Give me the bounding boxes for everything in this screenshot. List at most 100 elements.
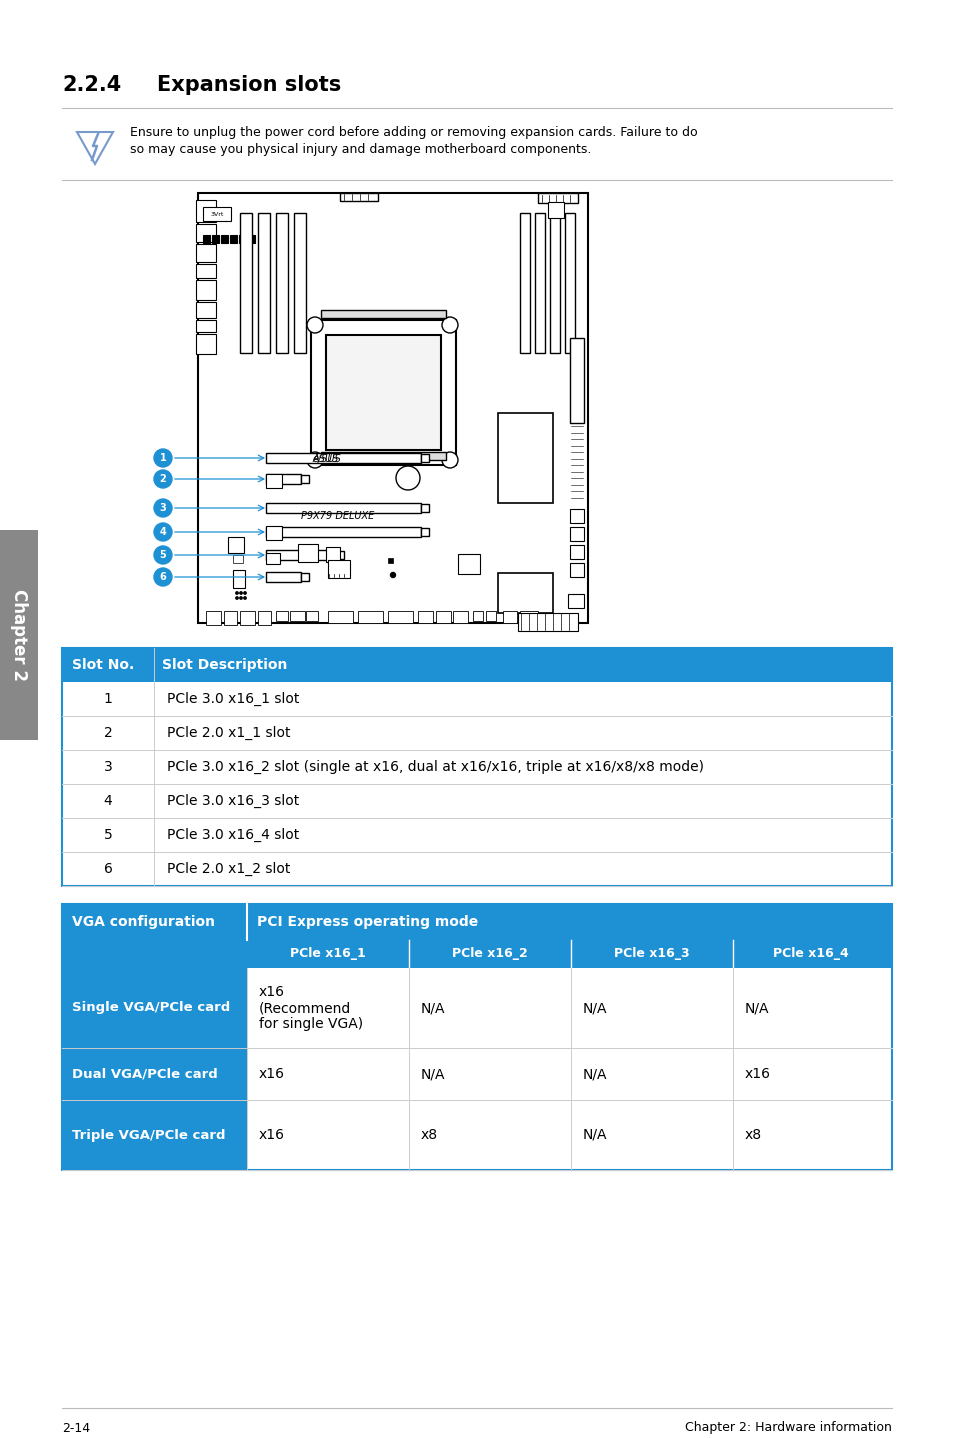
- Text: Slot No.: Slot No.: [71, 659, 134, 672]
- Text: é/SUS: é/SUS: [313, 454, 341, 464]
- Text: 3: 3: [159, 503, 166, 513]
- Bar: [306, 611, 317, 621]
- Bar: [357, 611, 382, 623]
- Bar: [420, 528, 429, 536]
- Bar: [239, 234, 246, 243]
- Text: N/A: N/A: [420, 1001, 445, 1015]
- Text: 4: 4: [104, 794, 112, 808]
- Text: Chapter 2: Chapter 2: [10, 590, 28, 682]
- Bar: [453, 611, 468, 623]
- Bar: [519, 213, 530, 352]
- Text: Ensure to unplug the power cord before adding or removing expansion cards. Failu: Ensure to unplug the power cord before a…: [130, 127, 697, 139]
- Text: ASUS: ASUS: [313, 454, 339, 464]
- Text: PCle 3.0 x16_1 slot: PCle 3.0 x16_1 slot: [167, 692, 299, 706]
- Circle shape: [153, 546, 172, 564]
- Text: PCle 2.0 x1_2 slot: PCle 2.0 x1_2 slot: [167, 861, 290, 876]
- Bar: [195, 224, 215, 242]
- Bar: [221, 234, 228, 243]
- Bar: [195, 200, 215, 221]
- Bar: [266, 503, 420, 513]
- Bar: [326, 335, 440, 450]
- Bar: [266, 526, 282, 541]
- Bar: [320, 311, 446, 318]
- Bar: [240, 611, 254, 626]
- Text: PCI Express operating mode: PCI Express operating mode: [256, 915, 477, 929]
- Text: Expansion slots: Expansion slots: [157, 75, 341, 95]
- Bar: [62, 1100, 247, 1171]
- Bar: [275, 213, 288, 352]
- Text: N/A: N/A: [744, 1001, 769, 1015]
- Bar: [266, 475, 301, 485]
- Text: 5: 5: [159, 549, 166, 559]
- Bar: [417, 611, 433, 623]
- Bar: [62, 784, 891, 818]
- Text: Slot Description: Slot Description: [162, 659, 287, 672]
- Bar: [497, 572, 553, 613]
- Text: x16: x16: [258, 1127, 285, 1142]
- Bar: [195, 302, 215, 318]
- Bar: [240, 213, 252, 352]
- Bar: [266, 526, 420, 536]
- Bar: [62, 940, 891, 968]
- Circle shape: [153, 470, 172, 487]
- Text: 2: 2: [159, 475, 166, 485]
- Bar: [569, 338, 583, 423]
- Bar: [569, 526, 583, 541]
- Bar: [62, 851, 891, 886]
- Text: Dual VGA/PCle card: Dual VGA/PCle card: [71, 1067, 217, 1080]
- Circle shape: [239, 592, 242, 594]
- Bar: [233, 555, 243, 564]
- Text: 6: 6: [159, 572, 166, 582]
- Bar: [212, 234, 219, 243]
- Text: PCle x16_1: PCle x16_1: [290, 948, 366, 961]
- Bar: [569, 509, 583, 523]
- Circle shape: [153, 499, 172, 518]
- Bar: [732, 1048, 889, 1100]
- Bar: [569, 545, 583, 559]
- Text: 1: 1: [104, 692, 112, 706]
- Text: N/A: N/A: [582, 1001, 607, 1015]
- Bar: [335, 551, 344, 559]
- Bar: [266, 453, 420, 463]
- Bar: [569, 564, 583, 577]
- Bar: [409, 1048, 571, 1100]
- Bar: [564, 213, 575, 352]
- Bar: [257, 611, 271, 626]
- Circle shape: [307, 316, 323, 334]
- Text: x16: x16: [258, 1067, 285, 1081]
- Bar: [297, 544, 317, 562]
- Bar: [301, 572, 309, 581]
- Bar: [732, 968, 889, 1048]
- Bar: [62, 818, 891, 851]
- Text: Single VGA/PCle card: Single VGA/PCle card: [71, 1001, 230, 1014]
- Bar: [266, 549, 335, 559]
- Bar: [224, 611, 236, 626]
- Text: 3: 3: [104, 761, 112, 774]
- Bar: [62, 682, 891, 716]
- Bar: [62, 905, 891, 940]
- Bar: [409, 1100, 571, 1171]
- Circle shape: [441, 452, 457, 467]
- Bar: [0, 531, 38, 741]
- Bar: [436, 611, 451, 623]
- Bar: [497, 413, 553, 503]
- Text: PCle 3.0 x16_2 slot (single at x16, dual at x16/x16, triple at x16/x8/x8 mode): PCle 3.0 x16_2 slot (single at x16, dual…: [167, 759, 703, 774]
- Bar: [257, 213, 270, 352]
- Text: 4: 4: [159, 526, 166, 536]
- Circle shape: [244, 597, 246, 600]
- Bar: [62, 1048, 247, 1100]
- Bar: [203, 234, 210, 243]
- Circle shape: [390, 572, 395, 578]
- Bar: [519, 611, 537, 623]
- Bar: [228, 536, 244, 554]
- Bar: [571, 1100, 732, 1171]
- Circle shape: [244, 592, 246, 594]
- Bar: [62, 751, 891, 784]
- Bar: [571, 1048, 732, 1100]
- Bar: [420, 454, 429, 462]
- Text: N/A: N/A: [582, 1127, 607, 1142]
- Bar: [326, 546, 339, 562]
- Circle shape: [153, 449, 172, 467]
- Text: VGA configuration: VGA configuration: [71, 915, 214, 929]
- Bar: [275, 611, 288, 621]
